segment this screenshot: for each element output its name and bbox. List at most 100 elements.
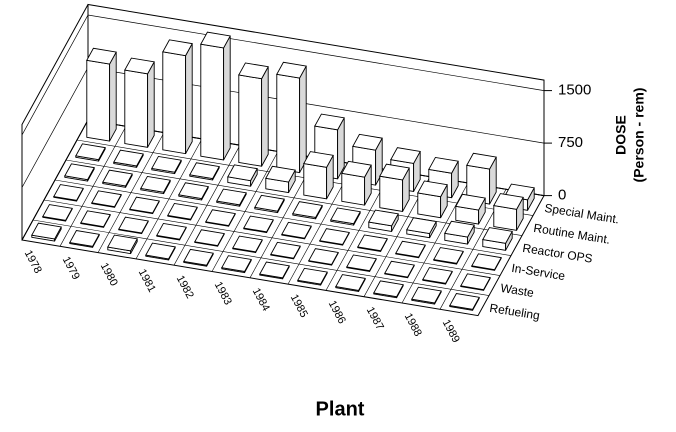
bar-top: [91, 190, 122, 208]
bar-top: [270, 241, 301, 259]
bar-side: [109, 51, 117, 142]
x-tick-label: 1979: [60, 255, 82, 282]
bar: [449, 293, 480, 311]
bar: [42, 204, 73, 222]
z-tick-label: 750: [558, 134, 583, 151]
bar: [238, 62, 269, 167]
bar-top: [303, 151, 334, 168]
bar: [113, 149, 144, 168]
bar-top: [140, 175, 171, 193]
bar-top: [406, 217, 437, 235]
bar: [411, 286, 442, 305]
bar: [341, 160, 372, 206]
bar-front: [124, 69, 149, 148]
row-label: Reactor OPS: [522, 241, 594, 266]
bar-side: [261, 66, 269, 167]
bar: [422, 267, 453, 285]
bar: [151, 155, 182, 175]
bar-top: [178, 182, 209, 200]
bar: [129, 196, 160, 215]
bar: [156, 222, 187, 241]
bar-top: [254, 194, 285, 212]
bar: [86, 47, 117, 142]
bar: [259, 261, 290, 280]
row-label: Waste: [500, 281, 536, 300]
bar-side: [185, 43, 193, 154]
bar: [319, 228, 350, 246]
bar: [227, 164, 258, 187]
x-tick-label: 1978: [22, 248, 44, 275]
bar-top: [292, 201, 323, 218]
bar-top: [335, 274, 366, 291]
bar-top: [319, 228, 350, 245]
bar-top: [156, 222, 187, 240]
bar: [178, 182, 209, 201]
bar: [368, 209, 399, 232]
bar: [417, 180, 448, 219]
x-tick-label: 1980: [98, 261, 120, 288]
bar-top: [395, 240, 426, 258]
bar-top: [297, 267, 328, 285]
bar-side: [299, 65, 307, 173]
bar: [346, 254, 377, 272]
bar: [124, 57, 155, 148]
bar: [102, 169, 133, 188]
x-tick-label: 1986: [326, 299, 348, 326]
bar-top: [449, 293, 480, 310]
bar: [189, 162, 220, 181]
bar-top: [129, 196, 160, 214]
bar-side: [223, 35, 231, 161]
bar-top: [80, 210, 111, 228]
floor-line: [43, 199, 501, 276]
bar-top: [227, 164, 258, 182]
bar-top: [162, 39, 193, 57]
bar-top: [232, 235, 263, 253]
bar-top: [42, 204, 73, 221]
bar-top: [259, 261, 290, 279]
bar-top: [390, 147, 421, 164]
bar-front: [238, 74, 263, 167]
bar-top: [167, 202, 198, 220]
x-tick-label: 1985: [288, 292, 310, 319]
bar-top: [86, 47, 117, 65]
bar-top: [357, 234, 388, 252]
bar-top: [308, 248, 339, 265]
bar-top: [373, 280, 404, 298]
bar: [232, 235, 263, 254]
x-tick-label: 1981: [136, 267, 158, 294]
bar: [444, 220, 475, 245]
bar-top: [145, 242, 176, 260]
bar-top: [471, 253, 502, 271]
x-axis-label: Plant: [316, 398, 365, 420]
bar: [91, 190, 122, 208]
bar-top: [281, 221, 312, 239]
x-tick-label: 1983: [212, 280, 234, 307]
row-label: Refueling: [489, 301, 541, 323]
bar-top: [433, 247, 464, 264]
bar: [216, 188, 247, 207]
bar: [493, 193, 524, 231]
bar-top: [276, 61, 307, 79]
bar: [118, 216, 149, 235]
bar-top: [428, 156, 459, 174]
bar-top: [151, 155, 182, 173]
bar-top: [102, 169, 133, 187]
bar: [270, 241, 301, 260]
bar-top: [368, 209, 399, 227]
bar-front: [162, 51, 187, 155]
bar: [406, 217, 437, 239]
bar: [308, 248, 339, 266]
bar: [107, 234, 138, 255]
bar-front: [417, 192, 442, 219]
bar-top: [444, 220, 475, 238]
bar-top: [75, 143, 106, 161]
bar: [64, 163, 95, 182]
bar: [205, 209, 236, 227]
bar: [433, 247, 464, 265]
bar: [80, 210, 111, 228]
bar-top: [113, 149, 144, 167]
grid-line: [21, 14, 545, 136]
bar-top: [183, 248, 214, 266]
bar-top: [330, 207, 361, 225]
bar: [167, 202, 198, 221]
